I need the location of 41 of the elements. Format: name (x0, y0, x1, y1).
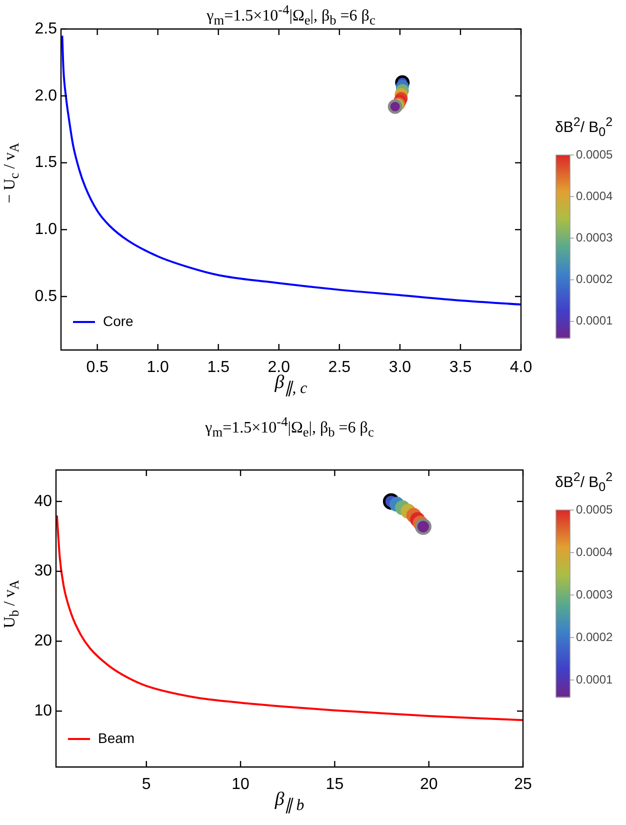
x-tick-label: 3.5 (449, 359, 472, 376)
color-bar-label: 0.0004 (576, 544, 614, 559)
x-tick-label: 2.5 (328, 359, 351, 376)
y-tick-label: 10 (34, 702, 52, 720)
legend-label: Core (103, 312, 134, 329)
line-series (56, 514, 523, 722)
color-bar-label: 0.0003 (576, 587, 614, 602)
y-tick-label: 0.5 (34, 288, 58, 305)
x-axis-title: β$_{∥ b}$ (274, 789, 304, 815)
x-axis-title: β$_{∥, c}$ (274, 372, 308, 398)
x-tick-label: 20 (420, 776, 438, 794)
point (414, 518, 432, 535)
y-tick-label: 2.5 (34, 20, 58, 38)
color-bar-label: 0.0001 (576, 672, 614, 686)
x-tick-label: 10 (232, 776, 250, 794)
y-tick-label: 30 (34, 562, 52, 580)
x-tick-label: 1.0 (146, 359, 170, 376)
line-series (61, 34, 521, 306)
color-bar-label: 0.0005 (576, 147, 614, 162)
legend-label: Beam (98, 730, 135, 746)
y-tick-label: 1.5 (34, 154, 58, 172)
color-bar-label: 0.0001 (576, 314, 614, 328)
color-bar-label: 0.0004 (576, 188, 614, 203)
x-tick-label: 5 (142, 776, 151, 794)
x-tick-label: 25 (514, 776, 532, 794)
x-tick-label: 1.5 (207, 359, 230, 376)
point (388, 99, 402, 114)
x-tick-label: 3.0 (388, 359, 412, 376)
chart-title: γ$_{m}$=1.5×10$^{-4}$|Ω$_{e}$|, β$_{b}$ =6 β$_{c}$ (206, 2, 376, 28)
color-bar-label: 0.0003 (576, 230, 614, 244)
x-tick-label: 4.0 (510, 359, 532, 376)
y-tick-label: 20 (34, 632, 52, 650)
x-tick-label: 0.5 (86, 359, 109, 376)
chart-title: γ$_{m}$=1.5×10$^{-4}$|Ω$_{e}$|, β$_{b}$ =6 β$_{c}$ (205, 414, 374, 440)
y-tick-label: 2.0 (34, 87, 58, 104)
color-bar-label: 0.0005 (576, 502, 614, 516)
y-tick-label: 1.0 (34, 221, 58, 238)
x-tick-label: 15 (326, 776, 344, 794)
color-bar-label: 0.0002 (576, 630, 614, 644)
y-tick-label: 40 (34, 492, 52, 510)
color-bar-label: 0.0002 (576, 272, 614, 286)
